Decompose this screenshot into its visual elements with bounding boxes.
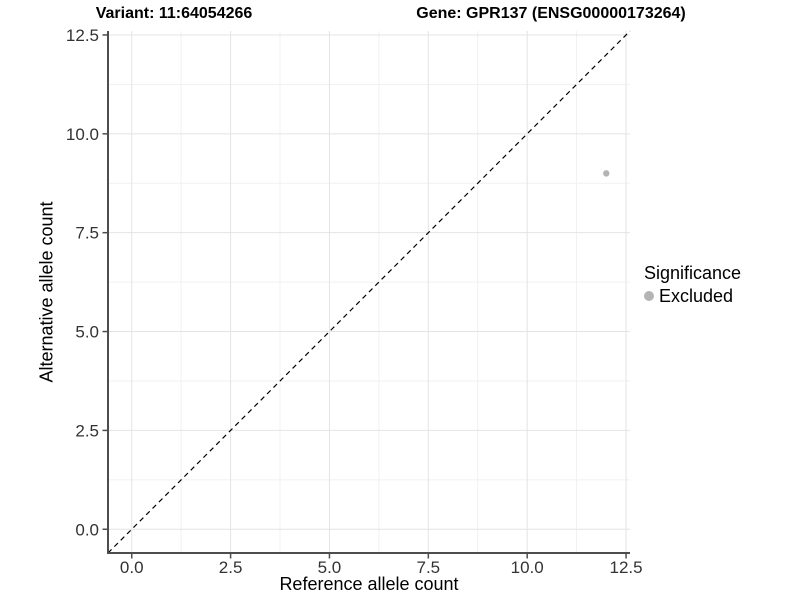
y-tick-label: 7.5: [75, 224, 99, 243]
y-tick-label: 2.5: [75, 421, 99, 440]
legend-item-label: Excluded: [659, 286, 734, 306]
data-point: [603, 170, 610, 177]
x-axis-title: Reference allele count: [279, 574, 459, 594]
identity-line: [107, 30, 631, 554]
x-tick-label: 10.0: [511, 558, 544, 577]
gene-title: Gene: GPR137 (ENSG00000173264): [416, 5, 686, 22]
y-tick-label: 10.0: [66, 125, 99, 144]
x-tick-label: 7.5: [416, 558, 440, 577]
excluded-point-icon: [644, 291, 654, 301]
y-tick-label: 0.0: [75, 520, 99, 539]
variant-title: Variant: 11:64054266: [95, 5, 253, 22]
x-tick-label: 12.5: [609, 558, 642, 577]
y-tick-label: 12.5: [66, 26, 99, 45]
legend-title: Significance: [644, 263, 742, 283]
x-tick-label: 2.5: [219, 558, 243, 577]
y-tick-label: 5.0: [75, 323, 99, 342]
x-tick-label: 5.0: [318, 558, 342, 577]
legend: Significance Excluded: [644, 263, 741, 306]
x-tick-label: 0.0: [120, 558, 144, 577]
y-axis-title: Alternative allele count: [36, 201, 57, 383]
legend-item-excluded: Excluded: [644, 286, 741, 306]
